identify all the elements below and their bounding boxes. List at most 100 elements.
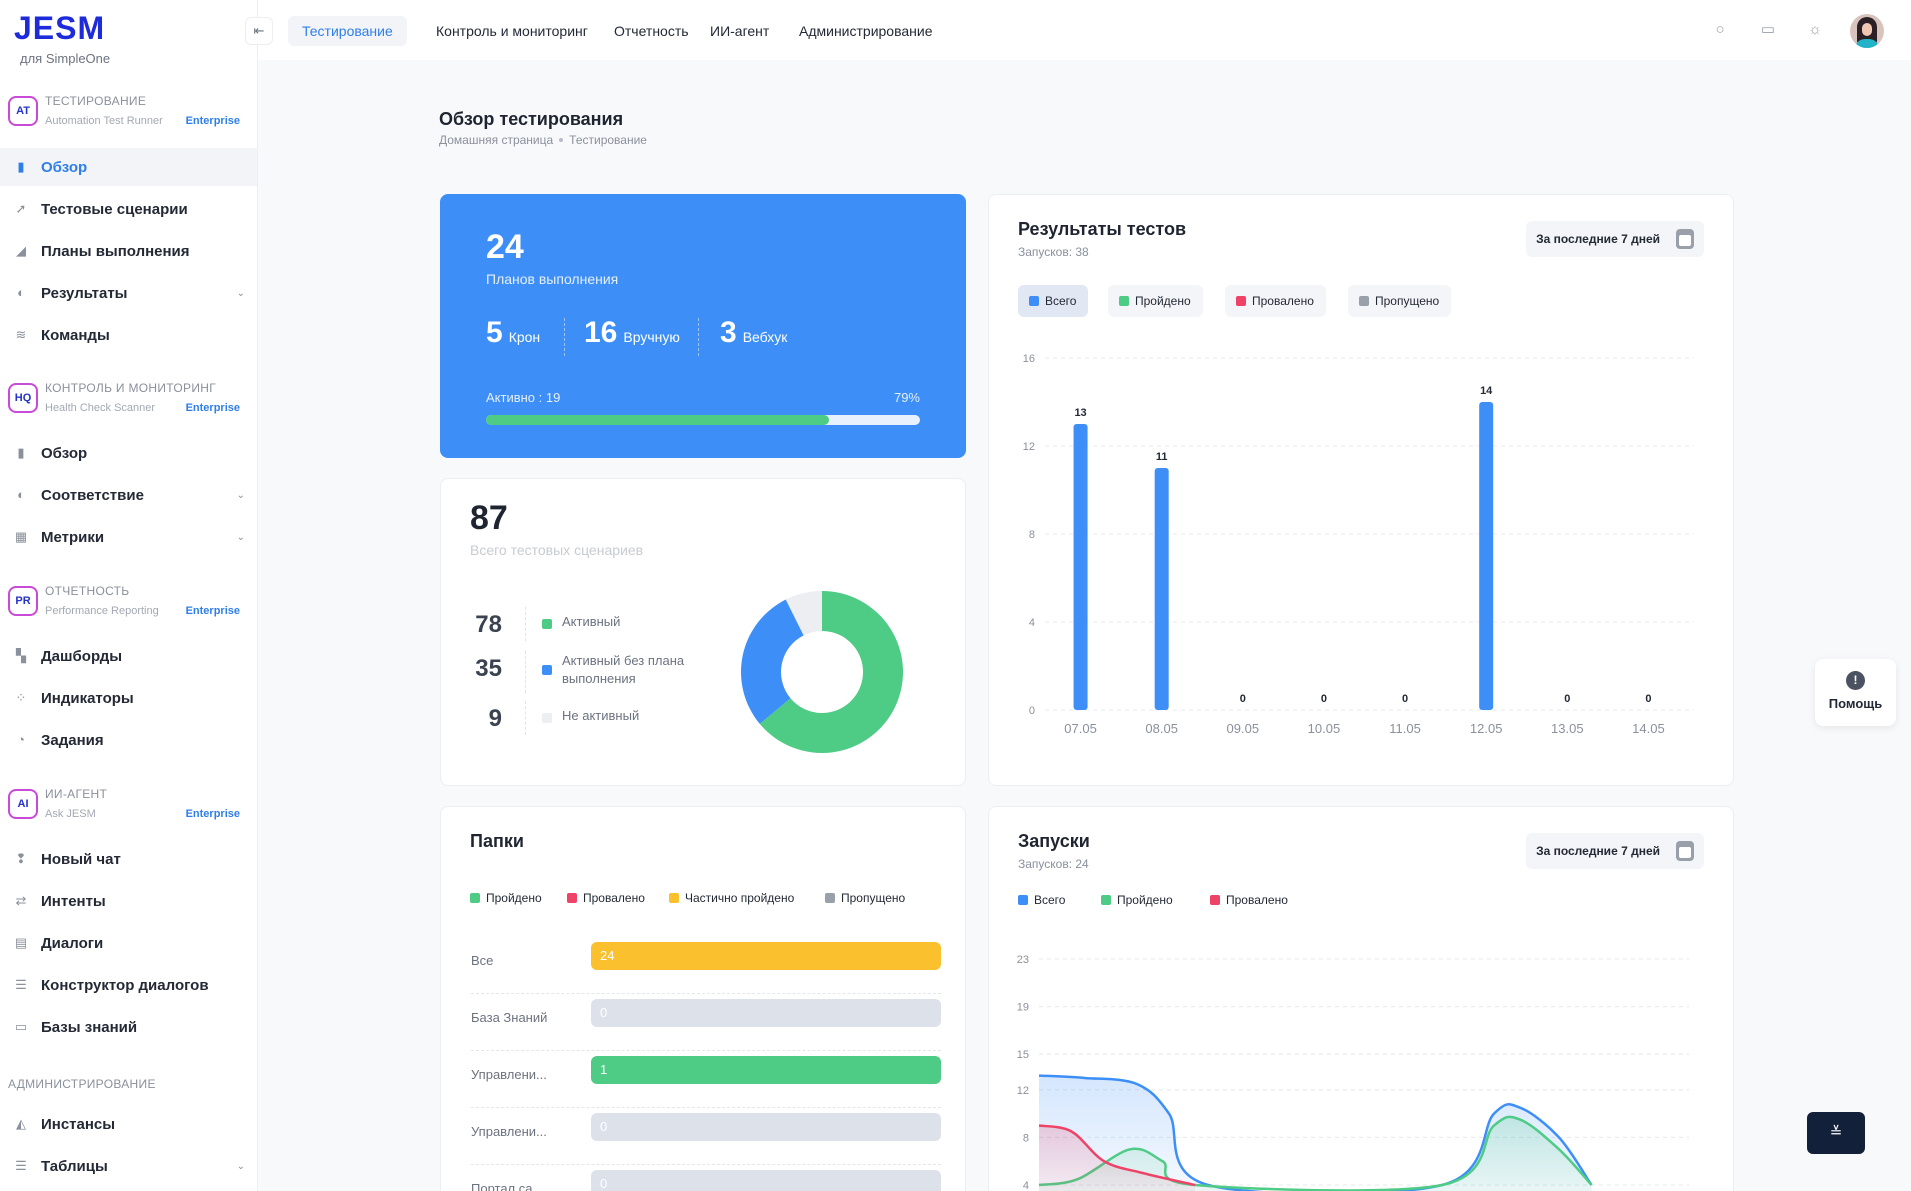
x-tick-label: 08.05: [1145, 721, 1178, 736]
sidebar-item-label: Конструктор диалогов: [41, 976, 209, 994]
table-row[interactable]: Все 24: [471, 942, 941, 994]
x-tick-label: 10.05: [1308, 721, 1341, 736]
series-line: [1038, 1115, 1593, 1191]
test-results-card: Результаты тестов Запусков: 38 За послед…: [988, 194, 1734, 786]
sidebar-item-knowledge-bases[interactable]: ▭ Базы знаний: [0, 1008, 257, 1046]
enterprise-badge: Enterprise: [185, 115, 240, 127]
folder-bar: 0: [591, 999, 941, 1027]
legend-total: Всего: [1018, 893, 1065, 907]
tab-testing[interactable]: Тестирование: [288, 16, 407, 46]
list-item: 78 Активный: [441, 607, 701, 649]
sidebar-item-label: Интенты: [41, 892, 106, 910]
sidebar-item-dialog-builder[interactable]: ☰ Конструктор диалогов: [0, 966, 257, 1004]
theme-toggle-icon[interactable]: ☼: [1808, 21, 1822, 38]
sidebar-item-new-chat[interactable]: ❢ Новый чат: [0, 840, 257, 878]
plans-manual: 16 Вручную: [584, 316, 680, 349]
monitoring-module-icon: HQ: [8, 383, 38, 413]
calendar-icon: [1676, 841, 1694, 861]
sidebar-item-intents[interactable]: ⇄ Интенты: [0, 882, 257, 920]
enterprise-badge: Enterprise: [185, 605, 240, 617]
folder-bar: 0: [591, 1170, 941, 1191]
avatar[interactable]: [1850, 14, 1884, 48]
table-row[interactable]: Управлени... 1: [471, 1056, 941, 1108]
enterprise-badge: Enterprise: [185, 402, 240, 414]
compliance-icon: ◐: [17, 487, 25, 502]
table-row[interactable]: Управлени... 0: [471, 1113, 941, 1165]
legend-failed: Провалено: [567, 891, 645, 905]
logo[interactable]: JESM: [14, 10, 106, 46]
y-tick-label: 23: [1017, 954, 1029, 966]
folder-bar: 24: [591, 942, 941, 970]
sidebar-item-tables[interactable]: ☰ Таблицы ⌄: [0, 1147, 257, 1185]
sidebar-item-tasks[interactable]: ◔ Задания: [0, 721, 257, 759]
y-tick-label: 19: [1017, 1002, 1029, 1014]
table-icon: ☰: [15, 1158, 27, 1173]
legend-failed: Провалено: [1210, 893, 1288, 907]
plan-icon: ◢: [16, 243, 26, 258]
sidebar-item-indicators[interactable]: ⁘ Индикаторы: [0, 679, 257, 717]
y-tick-label: 4: [1029, 617, 1035, 629]
sidebar-item-label: Обзор: [41, 444, 88, 462]
scenario-label: Активный: [562, 614, 621, 629]
sidebar-item-metrics[interactable]: ▦ Метрики ⌄: [0, 518, 257, 556]
table-row[interactable]: База Знаний 0: [471, 999, 941, 1051]
breadcrumb-home[interactable]: Домашняя страница: [439, 133, 554, 147]
tab-ai-agent[interactable]: ИИ-агент: [710, 23, 770, 39]
sidebar-item-overview[interactable]: ▮ Обзор: [0, 148, 257, 186]
bar-value-label: 0: [1402, 693, 1408, 705]
y-tick-label: 0: [1029, 705, 1035, 717]
filter-all[interactable]: Всего: [1018, 285, 1089, 317]
notifications-icon[interactable]: ▭: [1760, 21, 1776, 38]
sidebar-item-teams[interactable]: ≋ Команды: [0, 316, 257, 354]
series-line: [1038, 1124, 1196, 1187]
sidebar-item-instances[interactable]: ◭ Инстансы: [0, 1105, 257, 1143]
period-selector[interactable]: За последние 7 дней: [1526, 833, 1704, 869]
sidebar-item-monitoring-overview[interactable]: ▮ Обзор: [0, 434, 257, 472]
donut-slice: [785, 591, 822, 636]
section-title: ОТЧЕТНОСТЬ: [45, 584, 130, 598]
help-button[interactable]: ! Помощь: [1815, 659, 1896, 726]
ai-module-icon: AI: [8, 789, 38, 819]
sidebar-item-label: Результаты: [41, 284, 128, 302]
runs-area-chart: 4 8 12 15 19 23: [1017, 954, 1689, 1191]
sidebar-item-label: Дашборды: [41, 647, 123, 665]
filter-passed[interactable]: Пройдено: [1108, 285, 1203, 317]
sidebar-item-compliance[interactable]: ◐ Соответствие ⌄: [0, 476, 257, 514]
scenario-label: Не активный: [562, 708, 640, 723]
table-row[interactable]: Портал са... 0: [471, 1170, 941, 1191]
settings-sliders-button[interactable]: ≚: [1807, 1112, 1865, 1154]
sidebar-item-test-scenarios[interactable]: ➚ Тестовые сценарии: [0, 190, 257, 228]
x-tick-label: 11.05: [1389, 721, 1421, 736]
period-selector[interactable]: За последние 7 дней: [1526, 221, 1704, 257]
folders-card: Папки Пройдено Провалено Частично пройде…: [440, 806, 966, 1191]
sidebar-item-label: Планы выполнения: [41, 242, 190, 260]
filter-skipped[interactable]: Пропущено: [1348, 285, 1452, 317]
plans-progress-fill: [486, 415, 829, 425]
sidebar-item-plans[interactable]: ◢ Планы выполнения: [0, 232, 257, 270]
section-subtitle: Automation Test Runner: [45, 115, 163, 127]
chart-icon: ▮: [17, 445, 25, 460]
search-icon[interactable]: ○: [1715, 21, 1725, 38]
legend-swatch: [542, 665, 552, 675]
sidebar-item-label: Обзор: [41, 158, 88, 176]
tab-reporting[interactable]: Отчетность: [614, 23, 689, 39]
breadcrumb: Домашняя страница Тестирование: [439, 133, 647, 147]
tab-administration[interactable]: Администрирование: [799, 23, 933, 39]
sidebar-item-label: Таблицы: [41, 1157, 108, 1175]
sidebar-item-dialogs[interactable]: ▤ Диалоги: [0, 924, 257, 962]
legend-passed: Пройдено: [1101, 893, 1173, 907]
legend-partial: Частично пройдено: [669, 891, 794, 905]
sidebar-item-label: Индикаторы: [41, 689, 134, 707]
bar: [1154, 468, 1169, 710]
sidebar-item-dashboards[interactable]: ▚ Дашборды: [0, 637, 257, 675]
chevron-down-icon: ⌄: [236, 287, 245, 299]
plans-active-percent: 79%: [893, 390, 920, 405]
tab-monitoring[interactable]: Контроль и мониторинг: [436, 23, 588, 39]
sidebar-item-label: Метрики: [41, 528, 105, 546]
filter-failed[interactable]: Провалено: [1225, 285, 1326, 317]
sidebar-item-label: Диалоги: [41, 934, 104, 952]
collapse-sidebar-button[interactable]: ⇤: [245, 17, 273, 45]
area-fill: [1039, 1075, 1592, 1191]
sidebar-item-results[interactable]: ◐ Результаты ⌄: [0, 274, 257, 312]
sidebar-item-label: Задания: [41, 731, 104, 749]
